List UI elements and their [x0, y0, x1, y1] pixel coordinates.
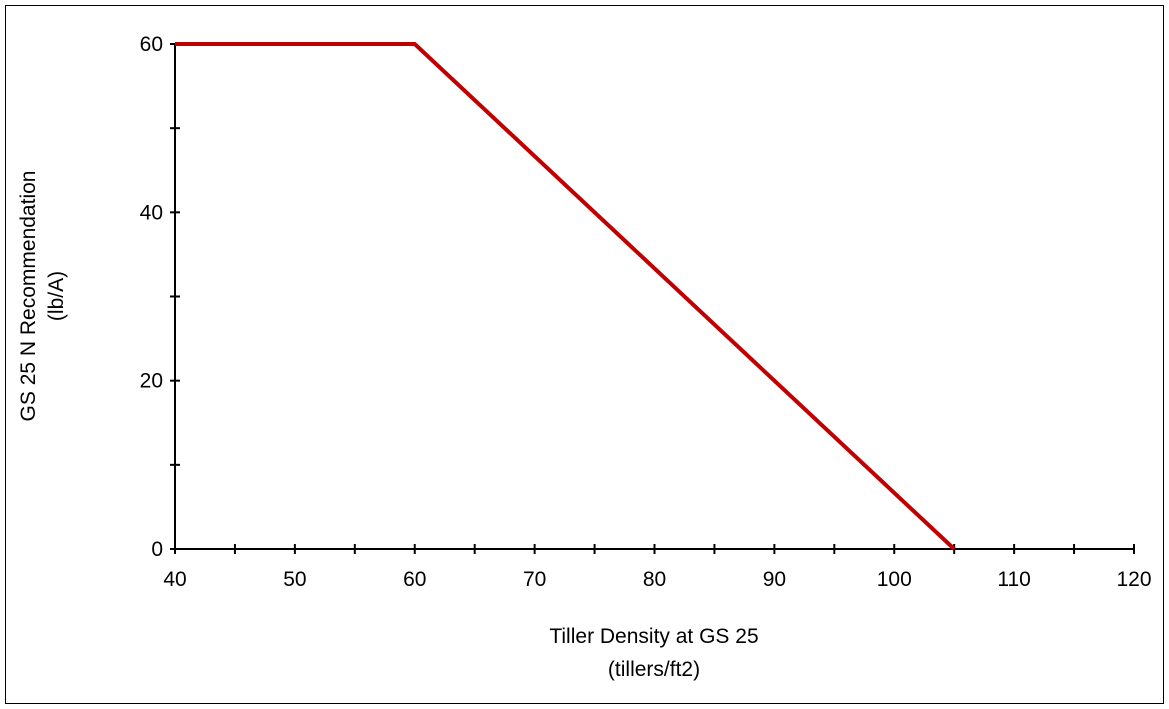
x-tick-label: 80: [643, 568, 666, 591]
y-tick-label: 0: [151, 538, 163, 561]
y-tick-label: 40: [140, 201, 163, 224]
series-group: [175, 42, 956, 551]
x-tick-label: 40: [163, 568, 186, 591]
x-tick-label: 120: [1116, 568, 1151, 591]
x-axis-title-line-2: (tillers/ft2): [608, 658, 700, 681]
x-tick-label: 70: [523, 568, 546, 591]
x-tick-label: 90: [763, 568, 786, 591]
x-axis-title-line-1: Tiller Density at GS 25: [549, 625, 758, 648]
axes: [174, 44, 1134, 550]
y-axis-title-line-2: (lb/A): [45, 271, 68, 321]
tick-labels: 40 50 60 70 80 90 100 110 120 0 20 40 60: [140, 33, 1152, 591]
x-tick-label: 100: [877, 568, 912, 591]
x-tick-label: 50: [283, 568, 306, 591]
x-tick-label: 60: [403, 568, 426, 591]
y-axis-title-line-1: GS 25 N Recommendation: [17, 171, 40, 422]
series-line: [175, 42, 956, 551]
y-tick-label: 20: [140, 370, 163, 393]
chart-frame: [5, 5, 1164, 704]
x-tick-label: 110: [997, 568, 1030, 591]
y-tick-label: 60: [140, 33, 163, 56]
ticks: [170, 43, 1135, 554]
